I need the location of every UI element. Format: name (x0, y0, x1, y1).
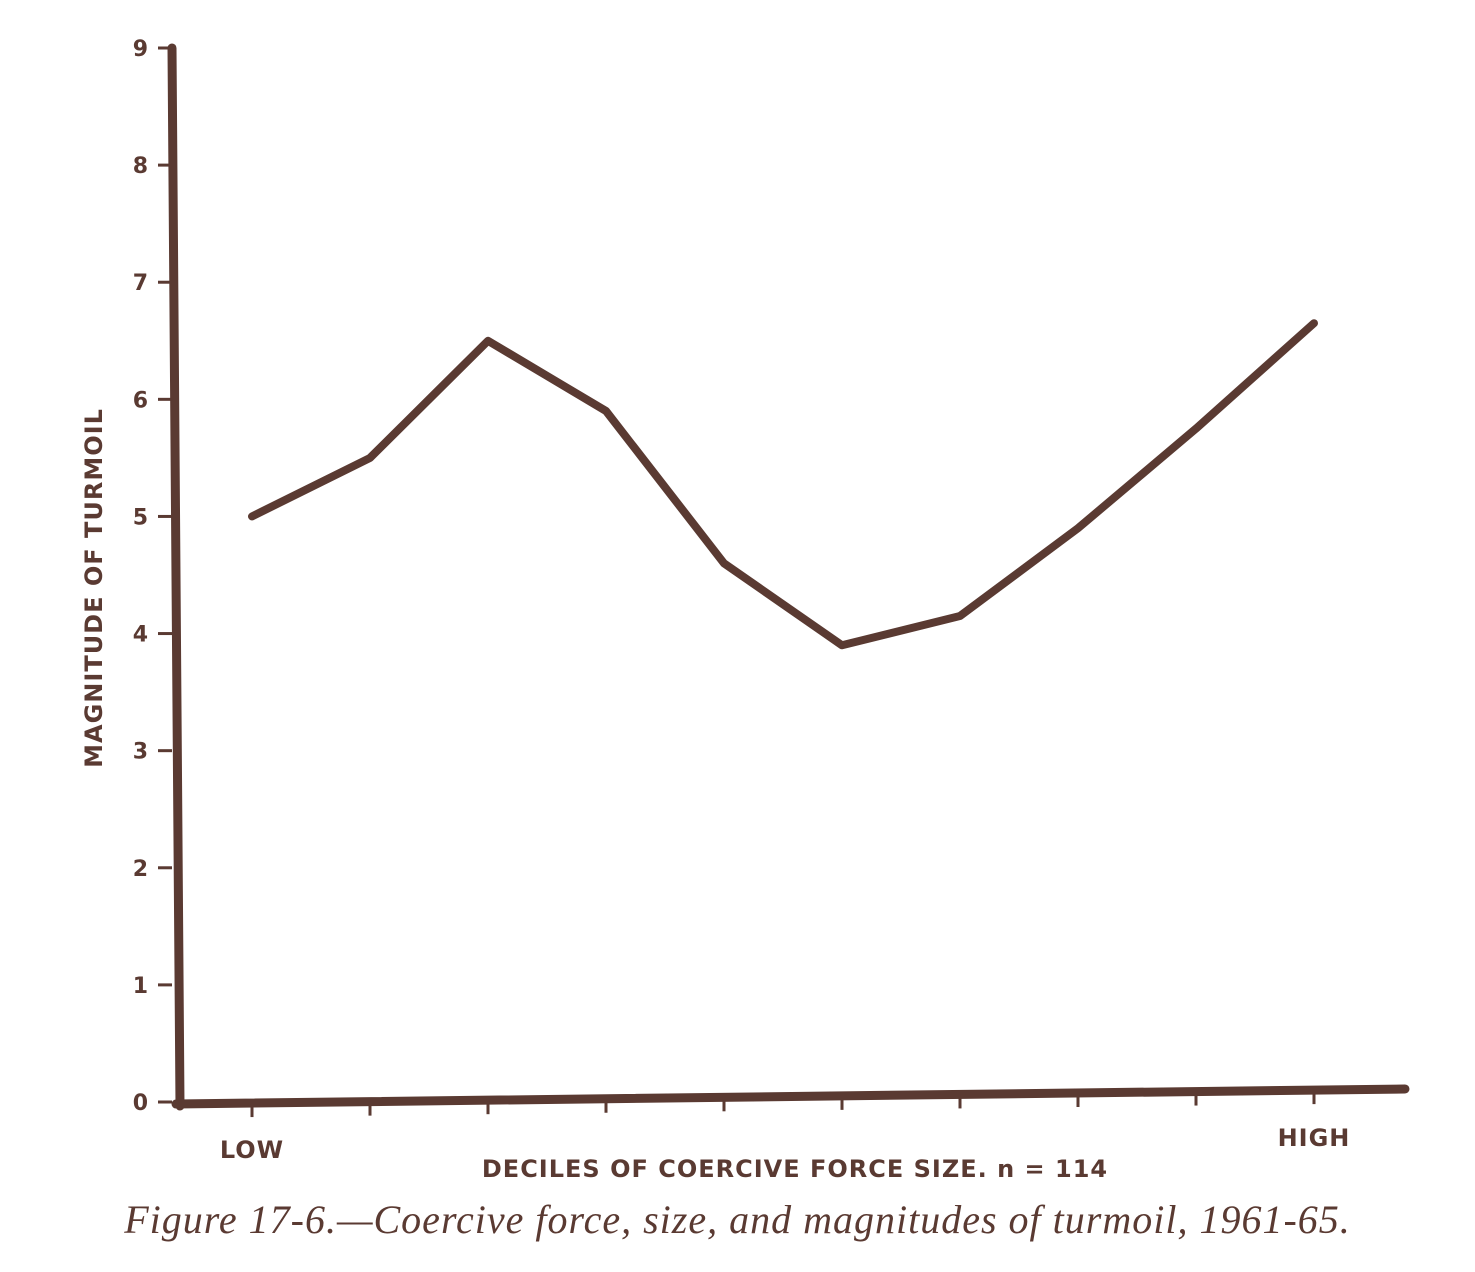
data-point (1313, 322, 1315, 325)
y-tick-label: 5 (133, 505, 148, 530)
x-axis-line (171, 1084, 1410, 1109)
x-axis: LOW HIGH (171, 1084, 1410, 1164)
data-point (1077, 527, 1079, 530)
y-tick-label: 8 (133, 154, 148, 179)
y-tick-label: 4 (133, 623, 148, 648)
y-tick-label: 6 (133, 388, 148, 413)
y-tick-label: 7 (133, 271, 148, 296)
data-point (487, 339, 489, 342)
series-line (248, 319, 1318, 650)
data-point (369, 456, 371, 459)
y-tick-label: 9 (133, 37, 148, 62)
data-point (841, 644, 843, 647)
y-tick-label: 1 (133, 974, 148, 999)
data-point (605, 410, 607, 413)
x-axis-label: DECILES OF COERCIVE FORCE SIZE. n = 114 (482, 1155, 1108, 1183)
y-tick-label: 3 (133, 740, 148, 765)
x-tick-label: LOW (220, 1136, 284, 1164)
y-axis: 0 1 2 3 4 5 6 7 8 9 (133, 37, 185, 1116)
data-point (251, 515, 253, 518)
y-axis-label: MAGNITUDE OF TURMOIL (80, 408, 108, 768)
x-tick-label: HIGH (1278, 1124, 1351, 1152)
y-tick-label: 0 (133, 1091, 148, 1116)
y-tick-label: 2 (133, 857, 148, 882)
data-point (723, 562, 725, 565)
data-point (959, 614, 961, 617)
y-axis-line (167, 43, 185, 1111)
figure-caption: Figure 17-6.—Coercive force, size, and m… (124, 1197, 1351, 1242)
data-point (1195, 427, 1197, 430)
series-line-group (248, 319, 1318, 650)
